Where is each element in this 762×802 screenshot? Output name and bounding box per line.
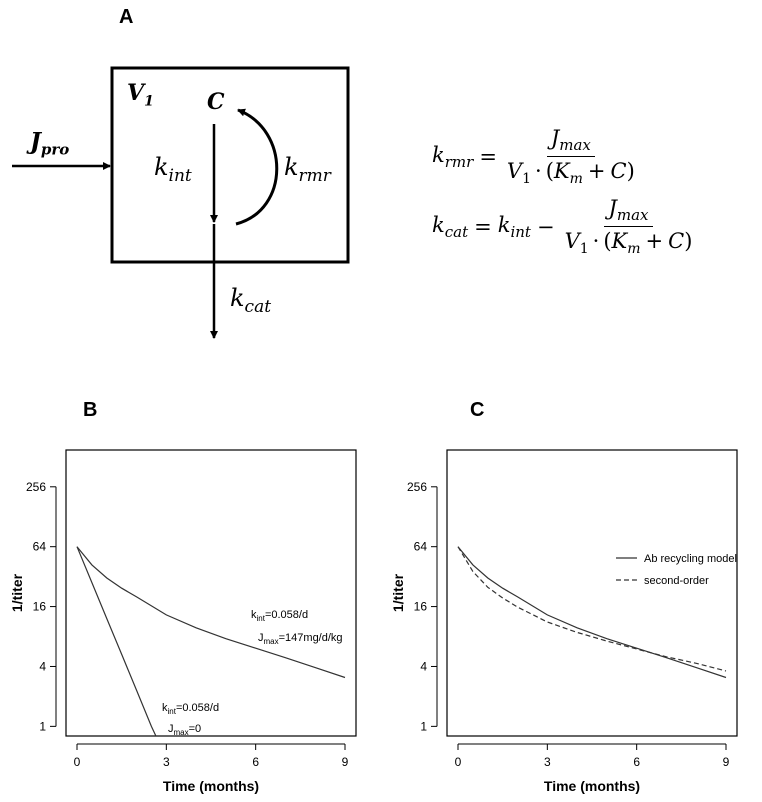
chart-c: 1 4 16 64 256 0 3 6 9 Time (months) 1/titer Ab recy… (390, 449, 738, 794)
recycling-label: krmr (284, 153, 331, 186)
volume-label: V1 (127, 80, 154, 110)
series-line-2 (76, 546, 157, 736)
y-tick-label: 64 (414, 540, 428, 554)
compartment-box (110, 66, 350, 264)
annotation-recycling-jmax: Jmax=147mg/d/kg (258, 632, 343, 646)
y-axis-label: 1/titer (9, 573, 25, 612)
x-axis-label: Time (months) (163, 778, 259, 794)
y-tick-label: 1 (420, 719, 427, 733)
annotation-linear-kint: kint=0.058/d (162, 702, 219, 716)
panel-label-b: B (83, 399, 98, 421)
equation-kcat: kcat = kint − Jmax V1 · (Km + C) (432, 196, 693, 258)
catabolism-label: kcat (230, 284, 272, 317)
y-tick-label: 256 (26, 480, 46, 494)
concentration-label: C (207, 89, 225, 115)
series-line-2 (457, 546, 727, 672)
x-tick-label: 3 (544, 755, 551, 769)
plot-frame (65, 449, 357, 737)
x-axis-label: Time (months) (544, 778, 640, 794)
y-axis-label: 1/titer (390, 573, 406, 612)
y-tick-label: 256 (407, 480, 427, 494)
y-tick-label: 64 (33, 540, 47, 554)
chart-b: 1 4 16 64 256 0 3 6 9 Time (months) 1/titer kint=0.… (9, 449, 357, 794)
x-tick-label: 6 (633, 755, 640, 769)
recycling-arrow (235, 108, 279, 226)
panel-label-c: C (470, 399, 485, 421)
x-tick-label: 9 (723, 755, 730, 769)
compartment-diagram (12, 66, 350, 339)
y-tick-label: 16 (414, 600, 428, 614)
x-tick-label: 9 (342, 755, 349, 769)
y-tick-label: 1 (39, 719, 46, 733)
legend-label: second-order (644, 575, 709, 587)
y-tick-label: 4 (39, 659, 46, 673)
y-tick-label: 4 (420, 659, 427, 673)
x-tick-label: 6 (252, 755, 259, 769)
series-line-1 (457, 546, 727, 679)
x-tick-label: 3 (163, 755, 170, 769)
input-rate-label: Jpro (30, 128, 70, 159)
legend-label: Ab recycling model (644, 553, 737, 565)
series-line-1 (76, 546, 346, 679)
x-tick-label: 0 (74, 755, 81, 769)
panel-label-a: A (119, 6, 134, 28)
annotation-linear-jmax: Jmax=0 (168, 723, 201, 737)
y-tick-label: 16 (33, 600, 47, 614)
x-tick-label: 0 (455, 755, 462, 769)
plot-frame (446, 449, 738, 737)
annotation-recycling-kint: kint=0.058/d (251, 609, 308, 623)
equation-krmr: krmr = Jmax V1 · (Km + C) (432, 126, 635, 188)
internalization-label: kint (154, 153, 192, 186)
